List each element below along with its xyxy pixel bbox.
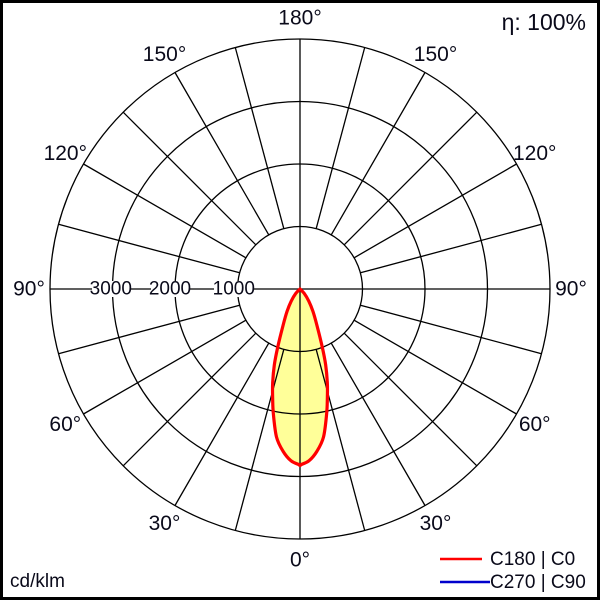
svg-text:1000: 1000 (213, 279, 255, 300)
svg-text:150°: 150° (414, 43, 457, 66)
svg-text:180°: 180° (278, 7, 321, 30)
svg-text:2000: 2000 (149, 279, 191, 300)
svg-text:60°: 60° (519, 413, 551, 436)
svg-text:90°: 90° (13, 278, 45, 301)
svg-text:120°: 120° (513, 142, 556, 165)
svg-text:30°: 30° (149, 512, 181, 535)
svg-text:3000: 3000 (90, 279, 132, 300)
svg-text:120°: 120° (44, 142, 87, 165)
svg-text:0°: 0° (290, 549, 310, 572)
svg-text:60°: 60° (49, 413, 81, 436)
svg-text:cd/klm: cd/klm (10, 571, 65, 592)
svg-text:150°: 150° (143, 43, 186, 66)
svg-text:C180 | C0: C180 | C0 (490, 549, 575, 570)
svg-text:C270 | C90: C270 | C90 (490, 572, 586, 593)
svg-text:η: 100%: η: 100% (502, 9, 586, 35)
svg-text:30°: 30° (420, 512, 452, 535)
svg-text:90°: 90° (555, 278, 587, 301)
